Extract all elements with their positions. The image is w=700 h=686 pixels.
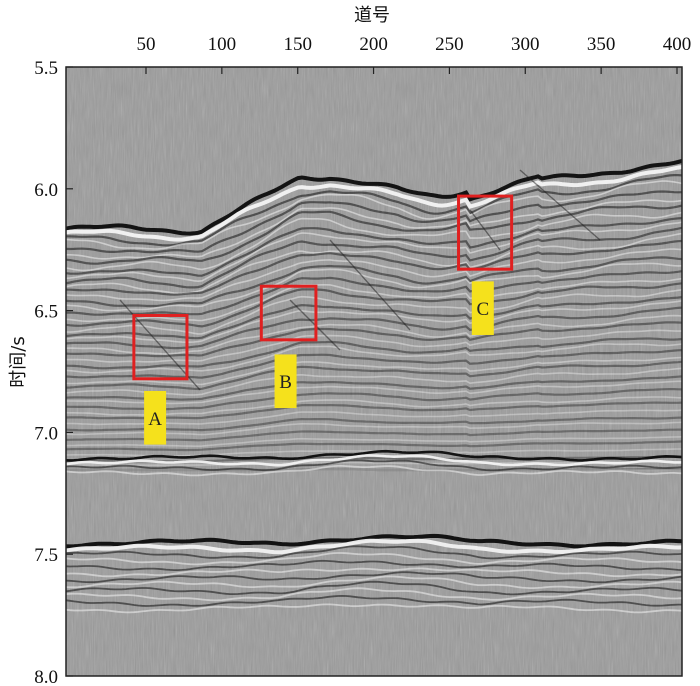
y-tick-label: 6.0	[34, 180, 58, 201]
reflector-line	[66, 248, 682, 302]
reflector-line	[66, 380, 682, 405]
reflector-line	[66, 409, 682, 426]
reflector-line	[66, 165, 682, 242]
x-tick-label: 50	[137, 34, 156, 55]
reflector-line	[66, 270, 682, 316]
reflector-line	[66, 289, 682, 335]
reflector-line	[66, 174, 682, 247]
reflector-line	[66, 180, 682, 250]
reflector-line	[66, 454, 682, 467]
reflector-line	[66, 337, 682, 370]
x-tick-label: 400	[663, 34, 692, 55]
reflector-line	[66, 159, 682, 236]
reflector-line	[66, 262, 682, 312]
x-tick-label: 100	[208, 34, 237, 55]
x-axis-title: 道号	[354, 5, 390, 26]
reflector-line	[66, 217, 682, 277]
diffraction-event	[329, 239, 411, 331]
x-tick-label: 350	[587, 34, 616, 55]
x-tick-label: 300	[511, 34, 540, 55]
y-axis: 5.5 6.0 6.5 7.0 7.5 8.0	[34, 58, 73, 686]
reflector-line	[66, 449, 682, 462]
reflector-line	[66, 587, 682, 602]
y-axis-title: 时间/s	[8, 336, 29, 387]
x-axis: 50 100 150 200 250 300 350 400	[137, 34, 692, 74]
reflector-line	[66, 465, 682, 477]
reflector-line	[66, 440, 682, 452]
reflector-line	[66, 468, 682, 472]
reflector-line	[66, 401, 682, 420]
reflector-line	[66, 360, 682, 391]
x-tick-label: 150	[283, 34, 312, 55]
reflector-line	[66, 211, 682, 272]
reflector-line	[66, 375, 682, 401]
reflector-line	[66, 204, 682, 265]
reflector-line	[66, 282, 682, 328]
reflector-line	[66, 296, 682, 340]
reflector-line	[66, 367, 682, 396]
marker-label-a: A	[148, 409, 162, 430]
reflector-line	[66, 356, 682, 386]
y-tick-label: 7.0	[34, 423, 58, 444]
reflector-line	[66, 349, 682, 379]
seismic-image	[66, 67, 682, 676]
reflector-line	[66, 559, 682, 571]
reflector-line	[66, 545, 682, 560]
reflector-line	[66, 575, 682, 589]
marker-tag-c	[471, 281, 494, 335]
highlight-box-c	[457, 194, 514, 271]
diffraction-event	[469, 209, 501, 251]
reflector-line	[66, 300, 682, 343]
reflector-line	[66, 226, 682, 289]
reflector-line	[66, 343, 682, 374]
reflector-line	[66, 459, 682, 472]
reflector-line	[66, 421, 682, 436]
annotation-markers: A B C	[132, 194, 514, 445]
reflector-line	[66, 388, 682, 411]
reflector-line	[66, 603, 682, 614]
reflector-line	[66, 567, 682, 578]
marker-label-b: B	[279, 372, 292, 393]
reflector-line	[66, 199, 682, 260]
x-tick-label: 200	[359, 34, 388, 55]
reflector-line	[66, 436, 682, 447]
reflector-lines	[66, 159, 682, 614]
reflector-line	[66, 190, 682, 254]
reflector-line	[66, 256, 682, 308]
reflector-line	[66, 306, 682, 350]
highlight-box-a	[132, 313, 189, 381]
y-tick-label: 5.5	[34, 58, 58, 79]
reflector-line	[66, 221, 682, 283]
reflector-line	[66, 538, 682, 555]
reflector-line	[66, 416, 682, 432]
highlight-box-b	[259, 284, 318, 342]
marker-tag-b	[274, 354, 297, 409]
y-tick-label: 7.5	[34, 545, 58, 566]
reflector-line	[66, 329, 682, 363]
reflector-line	[66, 239, 682, 296]
reflector-line	[66, 533, 682, 549]
reflector-line	[66, 571, 682, 584]
reflector-line	[66, 428, 682, 442]
marker-label-c: C	[476, 299, 489, 320]
y-tick-label: 8.0	[34, 667, 58, 686]
marker-tag-a	[144, 390, 167, 445]
reflector-line	[66, 552, 682, 566]
reflector-line	[66, 594, 682, 607]
diffraction-event	[519, 169, 601, 241]
reflector-line	[66, 396, 682, 416]
y-tick-label: 6.5	[34, 302, 58, 323]
x-tick-label: 250	[435, 34, 464, 55]
reflector-line	[66, 232, 682, 295]
reflector-line	[66, 277, 682, 323]
reflector-line	[66, 580, 682, 596]
